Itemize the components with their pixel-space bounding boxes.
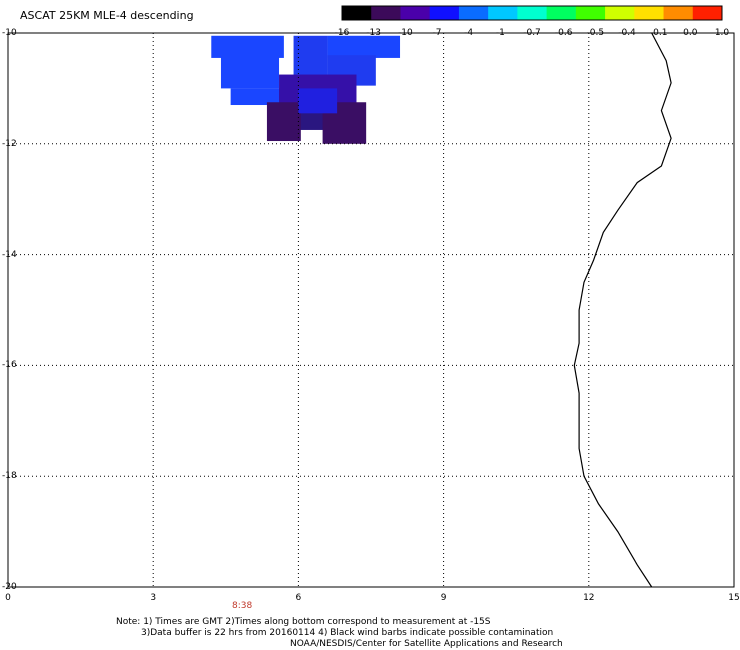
colorbar-segment: [605, 6, 635, 20]
colorbar-tick-label: -4: [464, 28, 474, 38]
colorbar-frame: [341, 5, 723, 21]
map-frame: [7, 32, 735, 588]
colorbar-segment: [634, 6, 665, 20]
note-line-1: Note: 1) Times are GMT 2)Times along bot…: [116, 617, 491, 627]
colorbar-tick-label: -13: [366, 28, 382, 38]
wind-cell: [211, 35, 284, 58]
colorbar: [341, 5, 723, 21]
wind-cell: [230, 88, 289, 106]
latitude-tick-label: -10: [2, 28, 17, 38]
colorbar-tick-label: 0.0: [683, 28, 698, 38]
map-title: ASCAT 25KM MLE-4 descending: [20, 9, 194, 22]
colorbar-tick-label: -1: [495, 28, 505, 38]
lat-lon-grid: [7, 32, 735, 588]
wind-cell: [220, 55, 280, 89]
colorbar-tick-label: -0.6: [554, 28, 573, 38]
colorbar-segment: [663, 6, 694, 20]
colorbar-tick-label: -0.5: [586, 28, 605, 38]
colorbar-tick-label: 1.0: [714, 28, 730, 38]
colorbar-segment: [342, 6, 372, 20]
wind-cell: [266, 102, 301, 142]
latitude-tick-label: -16: [2, 360, 17, 371]
longitude-tick-label: 9: [440, 593, 447, 603]
latitude-tick-label: -14: [2, 249, 17, 260]
colorbar-segment: [575, 6, 606, 20]
note-line-2: 3)Data buffer is 22 hrs from 20160114 4)…: [141, 628, 554, 638]
colorbar-segment: [371, 6, 401, 20]
colorbar-tick-label: -0.4: [618, 28, 636, 38]
latitude-tick-label: -18: [2, 471, 17, 482]
coastline: [573, 32, 672, 588]
colorbar-tick-label: -10: [397, 28, 413, 38]
wind-cell: [298, 88, 338, 114]
pass-time-label: 8:38: [232, 601, 253, 611]
colorbar-segment: [692, 6, 723, 20]
colorbar-segment: [517, 6, 548, 20]
latitude-tick-label: -20: [2, 582, 17, 592]
longitude-tick-label: 12: [583, 593, 595, 603]
colorbar-segment: [429, 6, 460, 20]
longitude-tick-label: 3: [150, 593, 157, 603]
colorbar-tick-label: -16: [334, 28, 350, 38]
latitude-tick-label: -12: [2, 138, 17, 149]
colorbar-segment: [488, 6, 518, 20]
colorbar-tick-label: -0.1: [649, 28, 668, 38]
note-line-3: NOAA/NESDIS/Center for Satellite Applica…: [290, 639, 563, 649]
wind-cell: [327, 35, 401, 58]
longitude-tick-label: 6: [295, 593, 302, 603]
colorbar-tick-label: -7: [432, 28, 442, 38]
colorbar-segment: [400, 6, 431, 20]
longitude-tick-label: 15: [728, 593, 740, 603]
colorbar-segment: [458, 6, 489, 20]
colorbar-tick-label: -0.7: [523, 28, 541, 38]
wind-swath: [211, 35, 401, 144]
colorbar-segment: [546, 6, 577, 20]
longitude-tick-label: 0: [5, 593, 11, 603]
